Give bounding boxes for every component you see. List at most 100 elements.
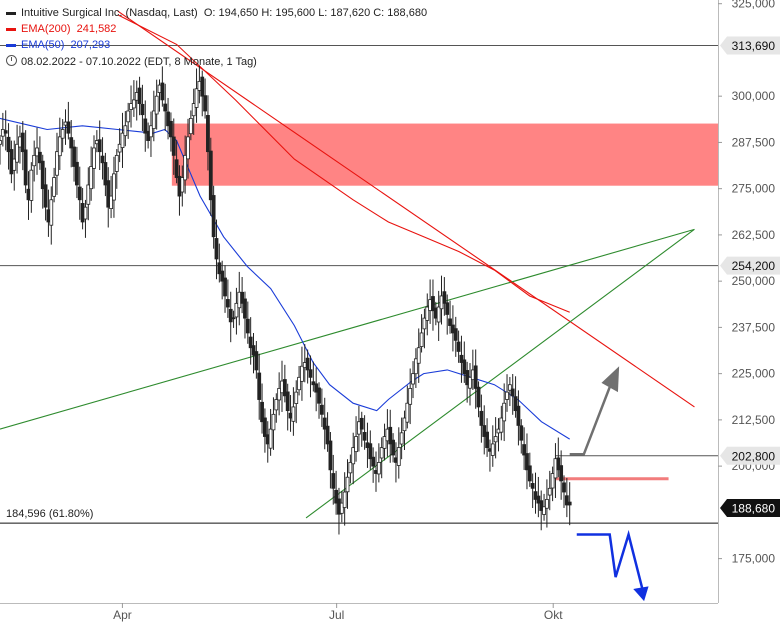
candle-body xyxy=(530,483,535,489)
candle-body xyxy=(114,154,119,172)
candle-body xyxy=(186,136,190,160)
x-tick-label: Jul xyxy=(329,608,344,622)
candle-body xyxy=(15,143,19,163)
candle-body xyxy=(382,436,387,449)
candle-body xyxy=(319,404,324,415)
candle-body xyxy=(69,137,74,149)
price-badge xyxy=(720,256,780,275)
candle-body xyxy=(567,501,572,506)
candle-body xyxy=(200,76,205,97)
candle-body xyxy=(533,491,538,500)
candle-body xyxy=(100,155,105,164)
candle-body xyxy=(396,447,401,466)
candle-body xyxy=(6,136,11,153)
candle-body xyxy=(411,373,415,385)
candle-body xyxy=(180,177,185,193)
ema200-label: EMA(200) xyxy=(21,23,71,35)
y-tick-label: 275,000 xyxy=(732,182,776,196)
candle-body xyxy=(348,462,353,474)
candle-body xyxy=(194,88,199,108)
candle-body xyxy=(217,262,222,275)
candle-body xyxy=(57,136,62,157)
candle-body xyxy=(545,499,549,509)
candle-body xyxy=(308,369,313,378)
candle-body xyxy=(419,332,424,347)
candle-body xyxy=(391,439,395,456)
candle-body xyxy=(55,151,59,176)
candle-body xyxy=(92,147,96,169)
candle-body xyxy=(240,291,245,304)
candle-body xyxy=(507,384,512,391)
candle-body xyxy=(513,396,518,412)
fib-level-label: 184,596 (61.80%) xyxy=(6,508,93,520)
candle-body xyxy=(402,417,407,432)
candle-body xyxy=(354,436,358,453)
candle-body xyxy=(0,140,2,145)
candle-body xyxy=(23,149,28,186)
candle-body xyxy=(564,495,569,506)
candle-body xyxy=(208,150,213,201)
candle-body xyxy=(325,425,330,445)
x-tick-label: Apr xyxy=(113,608,132,622)
candle-body xyxy=(277,388,282,401)
y-tick-label: 300,000 xyxy=(732,89,776,103)
candle-body xyxy=(43,184,48,208)
candle-body xyxy=(379,447,384,459)
candle-body xyxy=(490,443,495,456)
candle-body xyxy=(40,160,45,190)
candle-body xyxy=(12,158,17,171)
price-badge-label: 202,800 xyxy=(732,449,776,463)
gray-projection-path xyxy=(569,380,614,456)
ohlc-values: O: 194,650 H: 195,600 L: 187,620 C: 188,… xyxy=(203,7,428,19)
candle-body xyxy=(331,473,336,489)
candle-body xyxy=(371,456,376,467)
candle-body xyxy=(89,166,94,190)
candle-body xyxy=(263,417,267,437)
candle-body xyxy=(300,365,304,382)
candle-body xyxy=(257,372,262,400)
period-text: 08.02.2022 - 07.10.2022 (EDT, 8 Monate, … xyxy=(21,56,257,68)
candle-body xyxy=(29,169,34,201)
candle-body xyxy=(83,206,88,220)
candle-body xyxy=(248,336,253,349)
candle-body xyxy=(97,139,102,153)
ema50-value: 207,293 xyxy=(70,39,111,51)
y-tick-label: 212,500 xyxy=(732,413,776,427)
candle-body xyxy=(345,476,350,493)
candle-body xyxy=(550,473,555,489)
candle-body xyxy=(362,432,367,441)
candle-body xyxy=(547,487,552,496)
candle-body xyxy=(493,436,498,443)
candle-body xyxy=(183,154,188,181)
candle-body xyxy=(317,387,321,404)
y-tick-label: 325,000 xyxy=(732,0,776,11)
candle-body xyxy=(117,143,122,153)
candle-body xyxy=(231,317,236,320)
clock-icon xyxy=(6,55,17,66)
candle-body xyxy=(479,410,484,426)
ema200-line xyxy=(117,14,570,313)
candle-body xyxy=(505,391,509,400)
candle-body xyxy=(291,406,296,422)
candle-body xyxy=(502,402,507,422)
candle-body xyxy=(442,291,447,304)
trendline-green-upper xyxy=(0,228,695,430)
candle-body xyxy=(123,125,128,137)
candle-body xyxy=(408,388,413,405)
candle-body xyxy=(225,299,230,308)
candle-body xyxy=(211,195,216,238)
candle-body xyxy=(191,103,196,117)
candle-body xyxy=(271,413,276,431)
candle-body xyxy=(562,482,566,493)
candle-body xyxy=(542,506,546,515)
legend-ema50-row: EMA(50) 207,293 xyxy=(6,39,110,51)
candle-body xyxy=(527,465,532,482)
x-tick-label: Okt xyxy=(544,608,563,622)
ema200-swatch xyxy=(6,27,16,31)
candle-body xyxy=(268,428,273,449)
trendline-ema-channel-resistance xyxy=(117,10,695,408)
candle-body xyxy=(120,132,125,148)
candle-body xyxy=(206,115,210,153)
candle-body xyxy=(311,381,316,386)
candle-body xyxy=(436,306,441,323)
